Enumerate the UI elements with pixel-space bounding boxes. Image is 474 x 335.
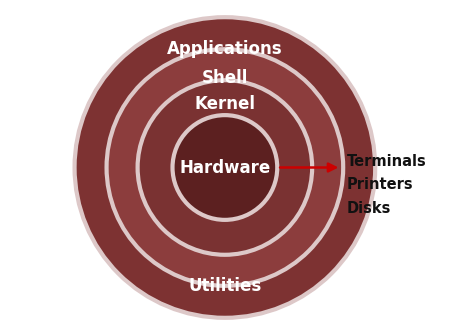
Text: Hardware: Hardware [179,158,271,177]
Ellipse shape [107,49,343,286]
Ellipse shape [137,80,312,255]
Ellipse shape [173,115,277,220]
Text: Terminals: Terminals [347,154,427,169]
Text: Printers: Printers [347,178,414,192]
Text: Kernel: Kernel [194,95,255,114]
Text: Applications: Applications [167,40,283,58]
Text: Utilities: Utilities [188,277,262,295]
Text: Shell: Shell [202,69,248,87]
Text: Disks: Disks [347,201,392,216]
Ellipse shape [74,17,375,318]
